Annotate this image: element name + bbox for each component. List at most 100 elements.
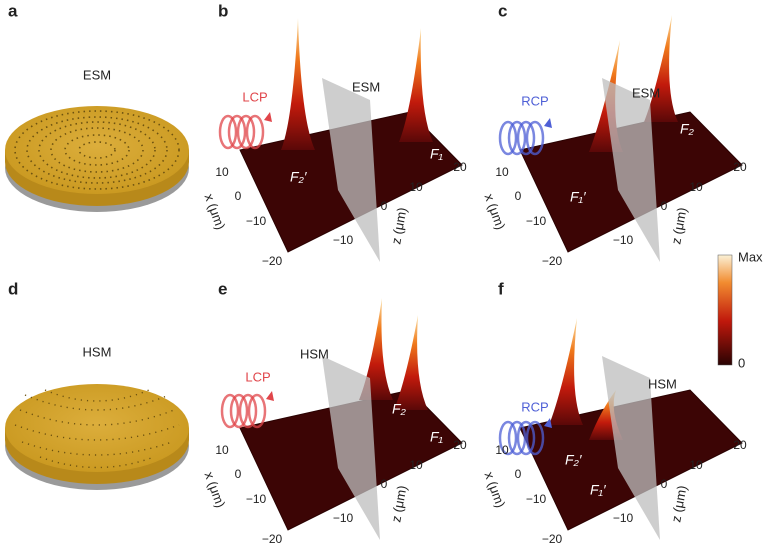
z-axis-label: z (μm) bbox=[668, 484, 689, 523]
x-tick-label: 10 bbox=[495, 165, 509, 179]
x-tick-label: 10 bbox=[215, 165, 229, 179]
plane-label: ESM bbox=[632, 85, 660, 100]
plane-label: HSM bbox=[648, 376, 677, 391]
helix-coil bbox=[218, 114, 238, 150]
x-tick-label: −10 bbox=[246, 492, 267, 506]
z-tick-label: −20 bbox=[542, 254, 563, 268]
x-axis-label: x (μm) bbox=[202, 470, 229, 510]
plane-label: HSM bbox=[300, 346, 329, 361]
metasurface-label: HSM bbox=[83, 344, 112, 359]
helix-arrow bbox=[544, 418, 552, 428]
z-axis-label: z (μm) bbox=[388, 484, 409, 523]
z-tick-label: 20 bbox=[453, 438, 467, 452]
focal-peak bbox=[399, 28, 433, 142]
z-tick-label: −10 bbox=[333, 233, 354, 247]
z-tick-label: −20 bbox=[542, 532, 563, 546]
x-tick-label: −10 bbox=[526, 492, 547, 506]
focus-label: F₁ bbox=[430, 146, 444, 162]
polarization-label: RCP bbox=[521, 93, 548, 108]
intensity-plot: F₂ F₁ HSM LCP 10 0 −10 −20 −10 0 10 20 x (μm) z (μm) bbox=[202, 298, 467, 546]
helix-coil bbox=[229, 393, 249, 429]
x-tick-label: 0 bbox=[515, 189, 522, 203]
x-tick-label: 0 bbox=[235, 189, 242, 203]
helix-coil bbox=[245, 114, 265, 150]
z-tick-label: 0 bbox=[661, 477, 668, 491]
intensity-plot: F₂′ F₁ ESM LCP 10 0 −10 −20 −10 0 10 20 x (μm) z (μm) bbox=[202, 18, 467, 268]
intensity-plot: F₁′ F₂ ESM RCP 10 0 −10 −20 −10 0 10 20 x (μm) z (μm) bbox=[482, 15, 747, 268]
x-axis-label: x (μm) bbox=[482, 192, 509, 232]
x-tick-label: 10 bbox=[495, 443, 509, 457]
helix-coil bbox=[236, 114, 256, 150]
helix-coil bbox=[525, 420, 545, 456]
z-tick-label: 20 bbox=[453, 160, 467, 174]
focus-label: F₁′ bbox=[590, 482, 607, 498]
helix-coil bbox=[247, 393, 267, 429]
intensity-plot: F₂′ F₁′ HSM RCP 10 0 −10 −20 −10 0 10 20 x (μm) z (μm… bbox=[482, 318, 747, 546]
observation-plane bbox=[602, 356, 660, 540]
polarization-label: LCP bbox=[242, 89, 267, 104]
helix-coil bbox=[220, 393, 240, 429]
x-tick-label: 0 bbox=[235, 467, 242, 481]
helix-coil bbox=[238, 393, 258, 429]
z-tick-label: 10 bbox=[689, 458, 703, 472]
z-tick-label: 10 bbox=[409, 180, 423, 194]
focus-label: F₂ bbox=[392, 401, 407, 417]
focus-label: F₂′ bbox=[565, 452, 583, 468]
helix-coil bbox=[516, 120, 536, 156]
z-tick-label: −10 bbox=[613, 511, 634, 525]
observation-plane bbox=[322, 356, 380, 540]
metasurface-label: ESM bbox=[83, 67, 111, 82]
z-tick-label: 0 bbox=[661, 199, 668, 213]
panel-letter: d bbox=[8, 279, 18, 298]
observation-plane bbox=[322, 78, 380, 262]
focal-peak bbox=[281, 18, 315, 150]
helix-coil bbox=[507, 120, 527, 156]
focus-label: F₁ bbox=[430, 429, 444, 445]
x-axis-label: x (μm) bbox=[202, 192, 229, 232]
focal-peak bbox=[394, 315, 428, 410]
observation-plane bbox=[602, 78, 660, 262]
panel-letter: e bbox=[218, 279, 227, 298]
helix-arrow bbox=[544, 118, 552, 128]
z-tick-label: 0 bbox=[381, 199, 388, 213]
x-tick-label: −10 bbox=[526, 214, 547, 228]
panel-letter: a bbox=[8, 1, 18, 20]
colorbar-min: 0 bbox=[738, 355, 745, 370]
x-tick-label: 0 bbox=[515, 467, 522, 481]
z-tick-label: 0 bbox=[381, 477, 388, 491]
z-axis-label: z (μm) bbox=[388, 206, 409, 245]
x-tick-label: 10 bbox=[215, 443, 229, 457]
focal-peak bbox=[359, 298, 393, 400]
z-tick-label: 20 bbox=[733, 438, 747, 452]
panel-letter: b bbox=[218, 1, 228, 20]
x-tick-label: −10 bbox=[246, 214, 267, 228]
focus-label: F₂ bbox=[680, 121, 695, 137]
polarization-label: LCP bbox=[245, 369, 270, 384]
focal-peak bbox=[549, 318, 583, 425]
z-tick-label: −10 bbox=[333, 511, 354, 525]
focal-peak bbox=[644, 15, 678, 122]
colorbar-max: Max bbox=[738, 249, 763, 264]
z-tick-label: −20 bbox=[262, 254, 283, 268]
z-tick-label: 20 bbox=[733, 160, 747, 174]
z-tick-label: 10 bbox=[689, 180, 703, 194]
helix-coil bbox=[507, 420, 527, 456]
helix-coil bbox=[516, 420, 536, 456]
colorbar bbox=[717, 254, 733, 366]
z-tick-label: −20 bbox=[262, 532, 283, 546]
x-axis-label: x (μm) bbox=[482, 470, 509, 510]
helix-arrow bbox=[264, 112, 272, 122]
plane-label: ESM bbox=[352, 79, 380, 94]
helix-coil bbox=[498, 420, 518, 456]
helix-coil bbox=[525, 120, 545, 156]
z-tick-label: 10 bbox=[409, 458, 423, 472]
esm-disk bbox=[5, 106, 189, 212]
panel-letter: f bbox=[498, 279, 504, 298]
polarization-label: RCP bbox=[521, 399, 548, 414]
helix-coil bbox=[498, 120, 518, 156]
z-tick-label: −10 bbox=[613, 233, 634, 247]
focus-label: F₁′ bbox=[570, 189, 587, 205]
focus-label: F₂′ bbox=[290, 169, 308, 185]
helix-arrow bbox=[266, 391, 274, 401]
